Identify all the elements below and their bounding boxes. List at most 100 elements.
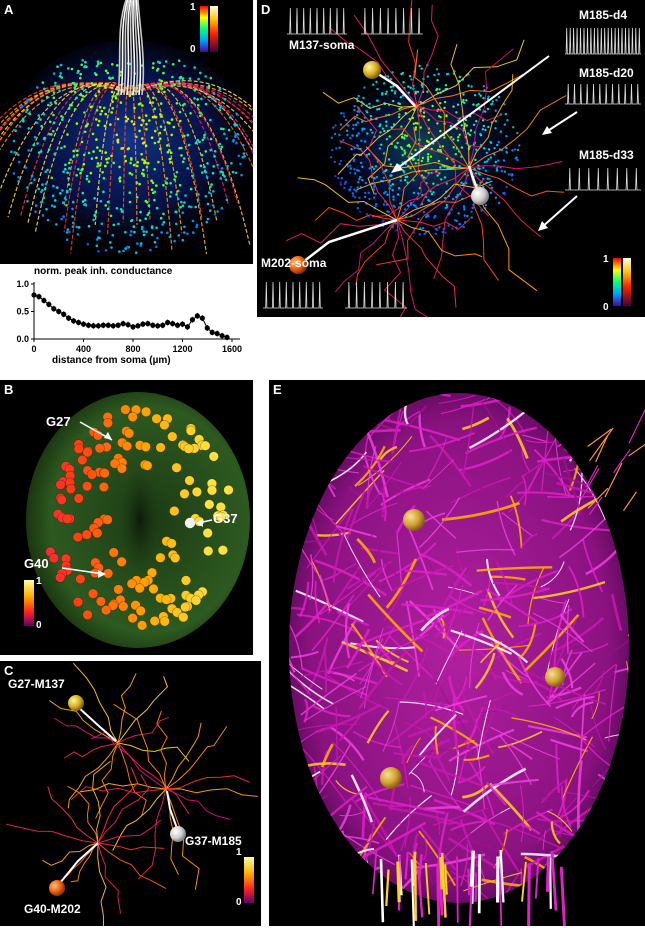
- synapse-dot: [338, 146, 341, 149]
- colorbar-rainbow: [200, 6, 208, 52]
- synapse-dot: [403, 208, 407, 211]
- dendrite-fiber: [496, 501, 516, 556]
- synapse-dot: [101, 171, 104, 174]
- synapse-dot: [385, 120, 388, 123]
- dendrite-fiber: [480, 707, 519, 719]
- synapse-dot: [169, 181, 172, 185]
- dendrite-fiber: [477, 699, 491, 760]
- dendrite-fiber: [400, 796, 411, 852]
- synapse-dot: [166, 121, 169, 124]
- synapse-dot: [71, 200, 75, 204]
- dendrite-branch: [113, 703, 167, 790]
- synapse-dot: [65, 231, 69, 234]
- panel-e-image: [289, 393, 645, 926]
- dendrite-fiber: [624, 706, 629, 712]
- plot-title: norm. peak inh. conductance: [34, 266, 173, 277]
- synapse-dot: [213, 104, 217, 108]
- synapse-dot: [26, 100, 29, 103]
- synapse-dot: [389, 85, 393, 89]
- soma-marker: [126, 578, 137, 589]
- synapse-dot: [125, 119, 128, 123]
- synapse-dot: [106, 161, 109, 164]
- synapse-dot: [80, 63, 83, 67]
- dendrite-fiber: [429, 741, 451, 782]
- soma-marker: [203, 545, 214, 557]
- colorbar-heat: [210, 6, 218, 52]
- synapse-dot: [71, 207, 74, 211]
- synapse-dot: [228, 116, 232, 119]
- synapse-dot: [457, 119, 460, 122]
- dendrite-fiber: [557, 427, 604, 448]
- dendrite-fiber: [364, 456, 382, 496]
- synapse-dot: [139, 244, 143, 247]
- dendrite-fiber: [300, 661, 364, 678]
- synapse-dot: [418, 64, 421, 68]
- synapse-dot: [59, 63, 63, 67]
- dendrite-fiber: [425, 438, 447, 484]
- synapse-dot: [400, 125, 403, 128]
- dendrite-tip: [477, 854, 482, 914]
- dendrite-fiber: [323, 672, 390, 711]
- synapse-dot: [465, 99, 468, 102]
- soma-marker: [217, 545, 228, 556]
- soma-marker: [86, 469, 98, 480]
- soma-marker: [183, 443, 194, 454]
- synapse-dot: [53, 152, 56, 156]
- dendrite-fiber: [435, 630, 463, 685]
- synapse-dot: [30, 181, 33, 185]
- synapse-dot: [102, 190, 105, 194]
- synapse-dot: [507, 173, 511, 176]
- synapse-dot: [37, 151, 41, 154]
- dendrite-fiber: [399, 701, 464, 715]
- synapse-dot: [432, 182, 435, 185]
- dendrite-fiber: [370, 535, 399, 577]
- dendrite-tip: [396, 861, 401, 903]
- synapse-dot: [497, 159, 500, 162]
- synapse-dot: [444, 206, 447, 210]
- synapse-dot: [360, 139, 363, 142]
- synapse-dot: [355, 114, 359, 117]
- synapse-dot: [144, 114, 148, 117]
- synapse-dot: [231, 170, 235, 174]
- synapse-dot: [421, 226, 425, 230]
- soma-marker: [155, 442, 166, 453]
- data-point: [66, 315, 72, 321]
- synapse-dot: [180, 200, 183, 204]
- synapse-dot: [359, 175, 362, 179]
- synapse-dot: [55, 223, 58, 226]
- data-point: [130, 324, 136, 330]
- synapse-dot: [40, 124, 43, 128]
- dendrite-fiber: [329, 725, 365, 761]
- dendrite-branch: [355, 219, 398, 286]
- dendrite-tip: [580, 468, 600, 500]
- synapse-dot: [349, 167, 352, 170]
- synapse-dot: [104, 69, 108, 73]
- synapse-dot: [81, 59, 84, 62]
- synapse-dot: [400, 135, 404, 139]
- dendrite-fiber: [406, 737, 421, 764]
- dendrite-fiber: [502, 808, 553, 835]
- dendrite-fiber: [580, 401, 610, 428]
- dendrite-fiber: [470, 872, 478, 903]
- axon-m202: [59, 842, 99, 884]
- synapse-dot: [385, 168, 388, 172]
- dendrite-fiber: [539, 597, 567, 604]
- synapse-dot: [95, 73, 98, 77]
- synapse-dot: [51, 194, 55, 197]
- synapse-dot: [373, 177, 376, 180]
- dendrite-fiber: [438, 394, 476, 404]
- synapse-dot: [346, 165, 350, 168]
- dendrite-branch: [117, 742, 147, 817]
- synapse-dot: [52, 184, 55, 188]
- synapse-dot: [159, 87, 162, 90]
- dendrite-fiber: [341, 566, 386, 614]
- synapse-dot: [216, 163, 219, 167]
- dendritic-trees: [285, 0, 567, 317]
- synapse-dot: [69, 158, 72, 161]
- dendrite-fiber: [366, 710, 390, 744]
- dendrite-fiber: [494, 674, 538, 684]
- colorbar-rainbow: [613, 258, 621, 306]
- synapse-dot: [103, 124, 107, 128]
- synapse-dot: [126, 117, 130, 121]
- synapse-dot: [27, 127, 31, 130]
